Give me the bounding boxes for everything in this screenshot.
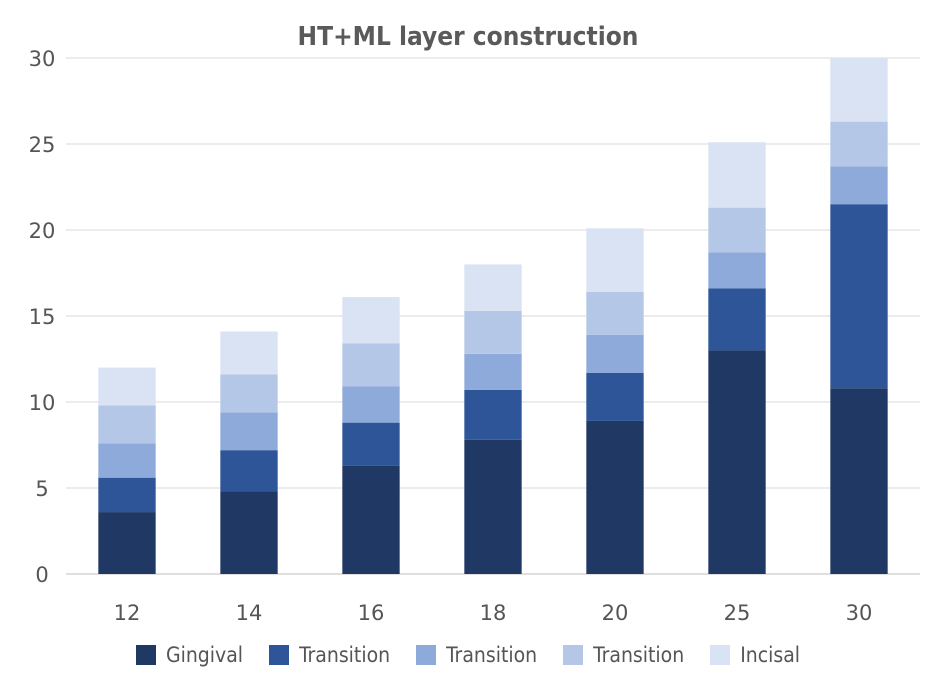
y-tick-label: 0 <box>35 563 48 587</box>
legend-label: Transition <box>446 643 538 667</box>
bar-segment <box>586 334 644 373</box>
legend-item: Gingival <box>135 643 244 667</box>
y-tick-label: 30 <box>29 47 56 71</box>
legend-label: Transition <box>593 643 685 667</box>
bar-segment <box>830 58 888 122</box>
legend-swatch <box>563 645 584 665</box>
bar-segment <box>220 412 278 451</box>
bar-segment <box>708 252 766 289</box>
bar-segment <box>830 388 888 574</box>
bar-segment <box>586 291 644 335</box>
bar-segment <box>464 310 522 354</box>
legend-item: Transition <box>269 643 390 667</box>
bar-segment <box>220 331 278 375</box>
y-tick-label: 5 <box>35 477 48 501</box>
y-tick-label: 10 <box>29 391 56 415</box>
y-tick-label: 15 <box>29 305 56 329</box>
bar-segment <box>342 343 400 387</box>
bar-segment <box>464 264 522 311</box>
legend-swatch <box>416 645 437 665</box>
legend-swatch <box>135 645 156 665</box>
bar-segment <box>342 297 400 344</box>
bar-segment <box>830 121 888 167</box>
y-tick-label: 25 <box>29 133 56 157</box>
legend-label: Incisal <box>740 643 801 667</box>
bar-segment <box>708 350 766 574</box>
bar-segment <box>220 374 278 413</box>
x-tick-label: 12 <box>114 601 141 625</box>
bar-segment <box>342 422 400 466</box>
x-tick-label: 18 <box>480 601 507 625</box>
bar-segment <box>98 367 156 406</box>
bar-segment <box>708 207 766 253</box>
plot-area: 0 5 10 15 20 25 30 12 14 16 18 20 25 30 <box>29 47 920 625</box>
legend-item: Transition <box>563 643 684 667</box>
legend-swatch <box>269 645 290 665</box>
legend-label: Transition <box>299 643 391 667</box>
x-tick-label: 16 <box>358 601 385 625</box>
bar-segment <box>830 166 888 205</box>
y-tick-label: 20 <box>29 219 56 243</box>
legend-item: Transition <box>416 643 537 667</box>
bar-segment <box>98 405 156 444</box>
legend-item: Incisal <box>710 643 800 667</box>
bar-segment <box>830 204 888 389</box>
bar-segment <box>708 142 766 208</box>
bar-segment <box>708 288 766 351</box>
bar-segment <box>586 228 644 292</box>
x-tick-label: 25 <box>724 601 751 625</box>
x-tick-label: 20 <box>602 601 629 625</box>
bar-segment <box>464 389 522 440</box>
bar-segment <box>464 353 522 390</box>
chart-title: HT+ML layer construction <box>297 22 639 52</box>
bar-segment <box>98 477 156 513</box>
bar-segment <box>342 386 400 423</box>
bar-segment <box>342 465 400 574</box>
bar-segment <box>586 420 644 574</box>
x-tick-label: 14 <box>236 601 263 625</box>
bar-segment <box>464 439 522 574</box>
legend: Gingival Transition Transition Transition In… <box>0 643 936 667</box>
bar-segment <box>98 512 156 574</box>
x-tick-label: 30 <box>846 601 873 625</box>
bar-segment <box>98 443 156 478</box>
bar-segment <box>220 450 278 492</box>
bar-segment <box>220 491 278 574</box>
legend-label: Gingival <box>165 643 244 667</box>
legend-swatch <box>710 645 731 665</box>
bar-segment <box>586 372 644 421</box>
